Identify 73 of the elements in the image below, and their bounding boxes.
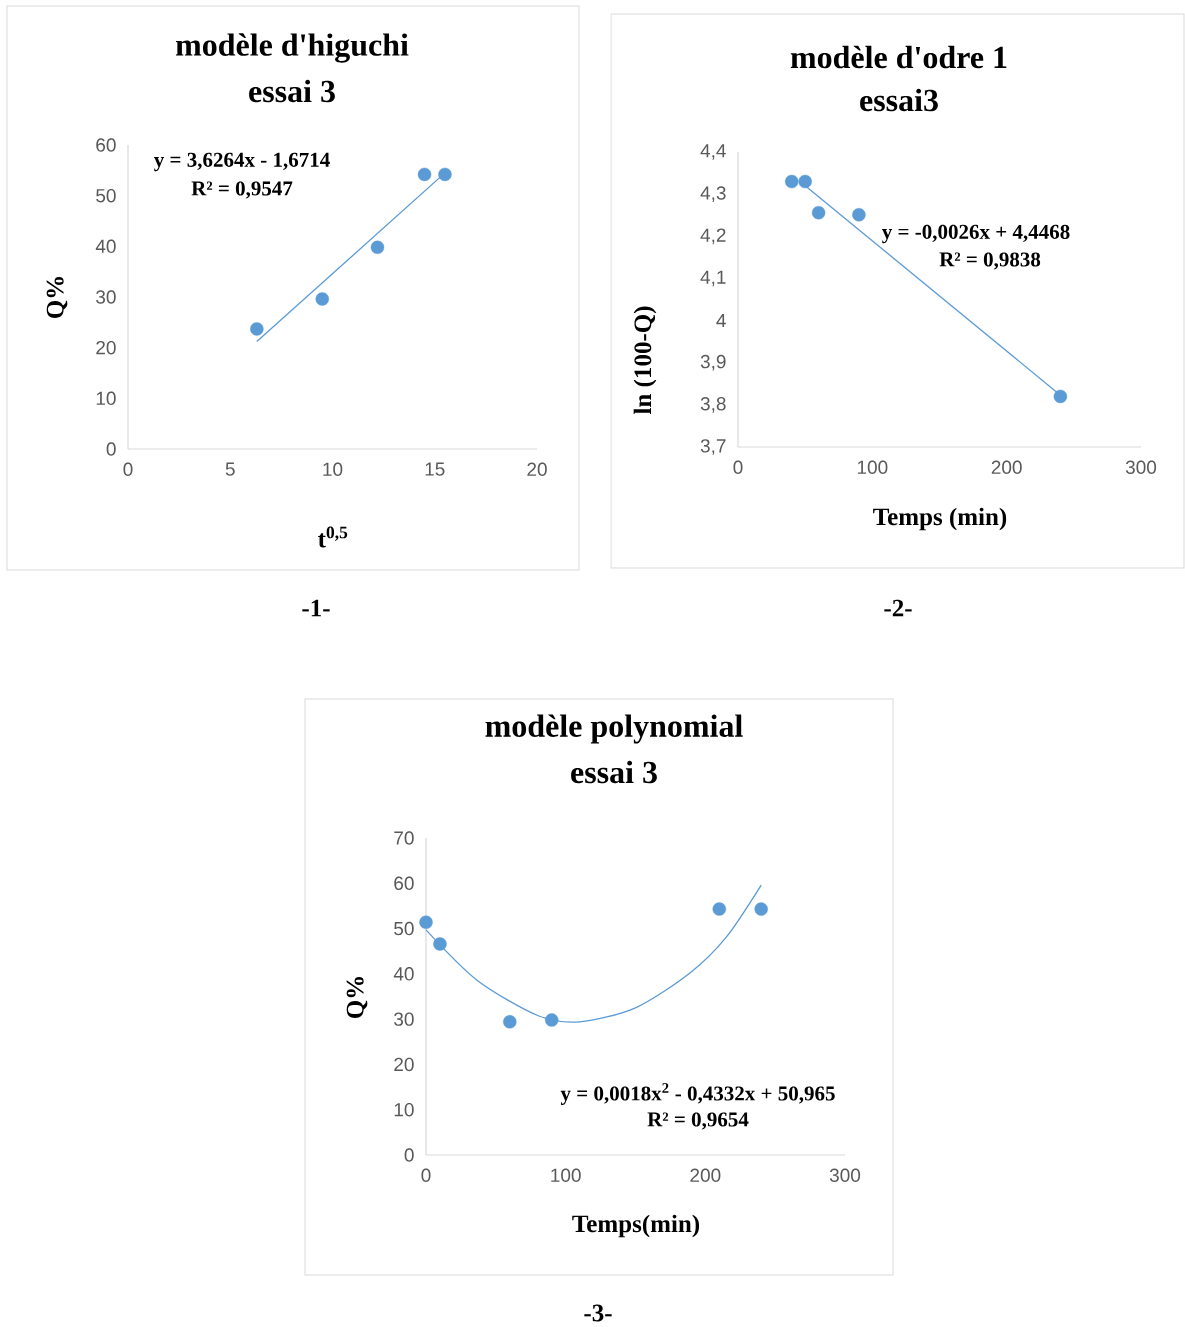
x-axis-title: Temps(min) <box>572 1214 700 1238</box>
point <box>811 205 826 220</box>
y-tick-label: 40 <box>95 239 116 254</box>
text: -2- <box>884 599 912 617</box>
x-tick-label: 100 <box>857 460 888 474</box>
point <box>754 902 768 916</box>
annotation: R² = 0,9547 <box>191 181 293 199</box>
point <box>852 208 866 222</box>
point <box>712 902 726 916</box>
text: -3- <box>584 1304 612 1322</box>
x-tick-label: 0 <box>123 462 133 476</box>
y-tick-label: 30 <box>394 1012 414 1026</box>
x-axis-title: Temps (min) <box>873 507 1007 531</box>
y-axis-title: Q% <box>346 977 368 1018</box>
y-axis-title: Q% <box>46 277 68 318</box>
annotation: R² = 0,9654 <box>647 1112 749 1130</box>
y-tick-label: 3,8 <box>700 397 726 413</box>
y-tick-label: 10 <box>96 391 116 406</box>
x-tick-label: 0 <box>733 460 743 474</box>
point <box>370 240 385 255</box>
y-tick-label: 60 <box>96 138 116 152</box>
chart-subtitle: essai 3 <box>249 79 335 103</box>
point <box>438 167 452 182</box>
y-tick-label: 30 <box>96 290 116 304</box>
x-tick-label: 5 <box>225 462 235 476</box>
y-tick-label: 20 <box>394 1057 414 1072</box>
x-tick-label: 200 <box>991 460 1022 474</box>
text: -1- <box>302 599 330 617</box>
y-tick-label: 40 <box>393 967 414 981</box>
y-tick-label: 20 <box>96 340 116 355</box>
annotation: y = -0,0026x + 4,4468 <box>881 224 1070 244</box>
chart-subtitle: essai3 <box>860 88 938 112</box>
chart-title: modèle d'higuchi <box>175 33 409 63</box>
annotation: R² = 0,9838 <box>939 252 1041 270</box>
y-tick-label: 0 <box>404 1148 414 1162</box>
x-tick-label: 200 <box>690 1168 721 1182</box>
y-tick-label: 3,7 <box>700 439 726 455</box>
point <box>785 174 799 189</box>
point <box>798 174 812 189</box>
y-tick-label: 4 <box>716 314 726 328</box>
x-tick-label: 300 <box>829 1168 861 1182</box>
chart-subtitle: essai 3 <box>571 760 657 784</box>
y-tick-label: 4,2 <box>700 228 726 245</box>
y-tick-label: 60 <box>394 876 414 891</box>
y-tick-label: 50 <box>96 188 116 203</box>
x-tick-label: 100 <box>551 1168 581 1182</box>
point <box>545 1013 559 1027</box>
annotation: y = 3,6264x - 1,6714 <box>153 152 330 172</box>
point <box>315 292 329 306</box>
y-tick-label: 10 <box>394 1102 414 1117</box>
chart-title: modèle polynomial <box>485 714 743 744</box>
y-tick-label: 3,9 <box>700 354 726 371</box>
point <box>503 1015 517 1029</box>
y-tick-label: 4,4 <box>700 144 726 160</box>
x-axis-title: t$^{0,5}$ <box>318 526 348 548</box>
annotation: y = 0,0018x$^{2}$ - 0,4332x + 50,965 <box>560 1083 835 1105</box>
x-tick-label: 20 <box>527 462 547 476</box>
point <box>250 322 264 336</box>
y-tick-label: 50 <box>394 921 414 936</box>
point <box>433 937 447 951</box>
x-tick-label: 15 <box>425 462 445 476</box>
x-tick-label: 0 <box>421 1168 431 1182</box>
y-tick-label: 4,3 <box>700 186 726 202</box>
point <box>1053 389 1068 404</box>
chart-title: modèle d'odre 1 <box>790 45 1007 69</box>
point <box>419 915 433 929</box>
y-tick-label: 70 <box>394 831 414 845</box>
y-axis-title: ln (100-Q) <box>633 306 657 415</box>
x-tick-label: 300 <box>1125 460 1157 474</box>
y-tick-label: 4,1 <box>700 270 726 287</box>
y-tick-label: 0 <box>106 442 116 456</box>
point <box>417 167 432 182</box>
x-tick-label: 10 <box>323 462 343 476</box>
